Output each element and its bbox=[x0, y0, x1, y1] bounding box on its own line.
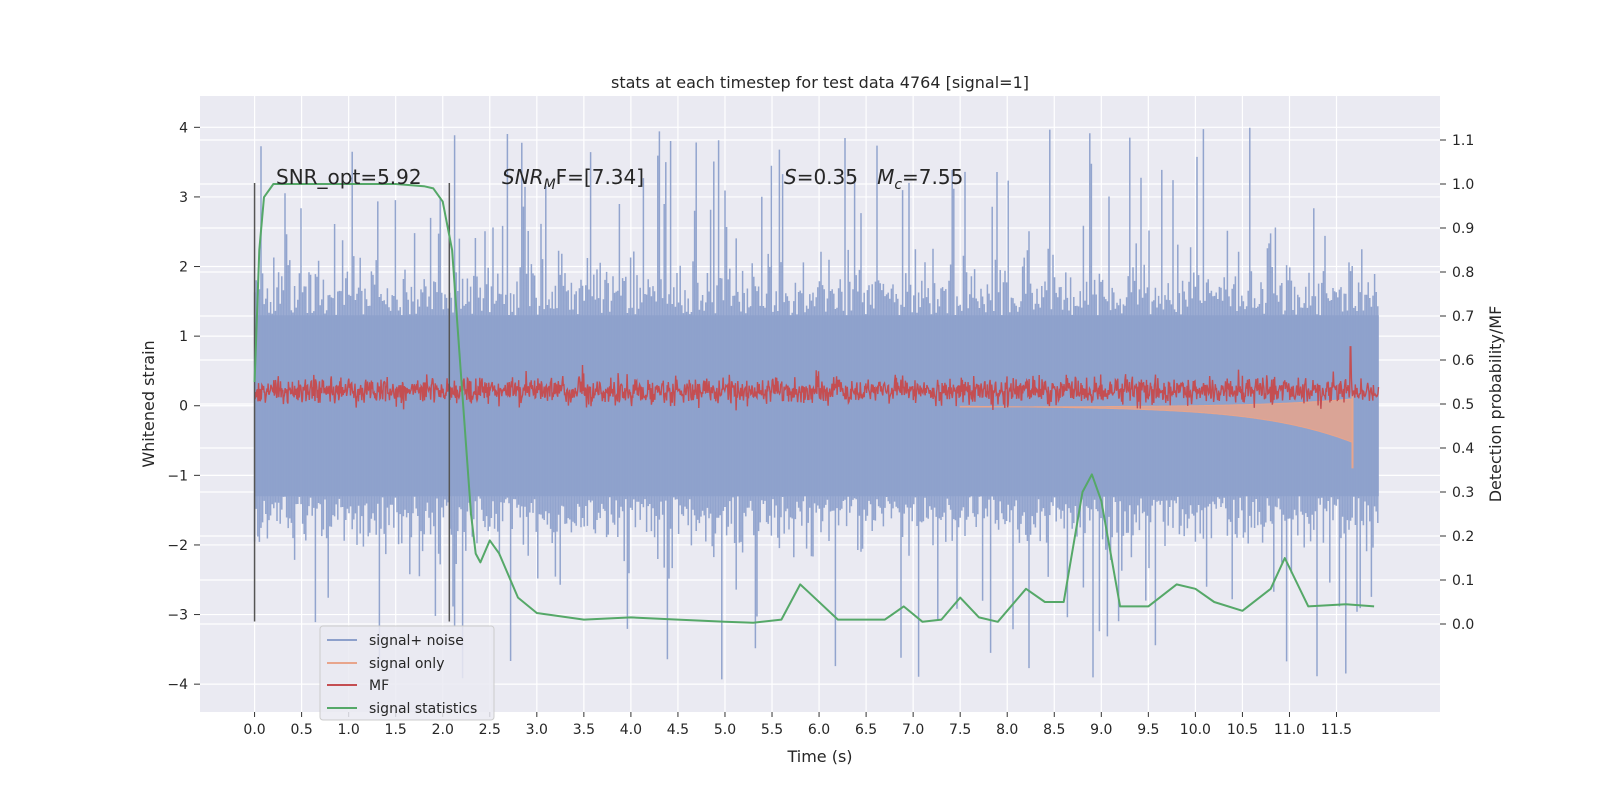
x-tick-label: 9.5 bbox=[1137, 722, 1159, 738]
left-y-tick-label: 1 bbox=[179, 329, 188, 345]
right-y-tick-label: 1.1 bbox=[1452, 133, 1474, 149]
mc-symbol: M bbox=[877, 165, 894, 189]
x-tick-label: 10.5 bbox=[1227, 722, 1258, 738]
x-tick-label: 4.0 bbox=[620, 722, 642, 738]
right-y-tick-label: 0.9 bbox=[1452, 221, 1474, 237]
right-y-tick-label: 0.3 bbox=[1452, 485, 1474, 501]
snr-mf-symbol: SNR bbox=[502, 165, 544, 189]
left-y-axis-label: Whitened strain bbox=[139, 340, 158, 467]
right-y-tick-label: 0.6 bbox=[1452, 353, 1474, 369]
x-tick-label: 6.0 bbox=[808, 722, 830, 738]
left-y-tick-label: 0 bbox=[179, 399, 188, 415]
signal-statistics-line bbox=[253, 183, 1375, 624]
x-tick-label: 4.5 bbox=[667, 722, 689, 738]
left-y-tick-label: −1 bbox=[167, 468, 188, 484]
x-tick-label: 0.5 bbox=[290, 722, 312, 738]
legend-label-signal-only: signal only bbox=[369, 656, 444, 672]
right-y-tick-label: 0.7 bbox=[1452, 309, 1474, 325]
x-tick-label: 5.0 bbox=[714, 722, 736, 738]
legend-label-signal-noise: signal+ noise bbox=[369, 633, 464, 649]
right-y-tick-label: 1.0 bbox=[1452, 177, 1474, 193]
x-tick-label: 8.0 bbox=[996, 722, 1018, 738]
left-y-tick-label: −3 bbox=[167, 608, 188, 624]
s-symbol: S bbox=[784, 165, 797, 189]
x-tick-label: 7.5 bbox=[949, 722, 971, 738]
x-tick-label: 7.0 bbox=[902, 722, 924, 738]
right-y-axis-label: Detection probability/MF bbox=[1486, 306, 1505, 503]
x-tick-label: 5.5 bbox=[761, 722, 783, 738]
legend-label-signal-statistics: signal statistics bbox=[369, 701, 477, 717]
x-tick-label: 11.0 bbox=[1274, 722, 1305, 738]
left-y-tick-label: −4 bbox=[167, 677, 188, 693]
x-tick-label: 8.5 bbox=[1043, 722, 1065, 738]
x-axis-ticks: 0.0 0.5 1.0 1.5 2.0 2.5 3.0 3.5 4.0 4.5 5.0 5.5 6.0 6… bbox=[243, 712, 1352, 738]
plot-area bbox=[253, 127, 1380, 680]
snr-mf-value: F=[7.34] bbox=[556, 165, 644, 189]
s-mc-annotation: S=0.35 Mc=7.55 bbox=[784, 165, 963, 193]
left-axis-ticks: −4 −3 −2 −1 0 1 2 3 4 bbox=[167, 120, 200, 693]
right-y-tick-label: 0.2 bbox=[1452, 529, 1474, 545]
left-y-tick-label: −2 bbox=[167, 538, 188, 554]
x-tick-label: 6.5 bbox=[855, 722, 877, 738]
right-y-tick-label: 0.8 bbox=[1452, 265, 1474, 281]
left-y-tick-label: 2 bbox=[179, 260, 188, 276]
x-tick-label: 2.0 bbox=[432, 722, 454, 738]
x-tick-label: 3.5 bbox=[573, 722, 595, 738]
x-tick-label: 10.0 bbox=[1180, 722, 1211, 738]
x-tick-label: 3.0 bbox=[526, 722, 548, 738]
right-y-tick-label: 0.4 bbox=[1452, 441, 1474, 457]
x-axis-label: Time (s) bbox=[786, 747, 852, 766]
x-tick-label: 2.5 bbox=[479, 722, 501, 738]
right-y-tick-label: 0.1 bbox=[1452, 573, 1474, 589]
right-y-tick-label: 0.0 bbox=[1452, 617, 1474, 633]
x-tick-label: 11.5 bbox=[1321, 722, 1352, 738]
chart-title: stats at each timestep for test data 476… bbox=[611, 73, 1029, 92]
right-y-tick-label: 0.5 bbox=[1452, 397, 1474, 413]
left-y-tick-label: 3 bbox=[179, 190, 188, 206]
legend: signal+ noise signal only MF signal stat… bbox=[319, 625, 495, 721]
s-value: =0.35 bbox=[797, 165, 877, 189]
mf-line bbox=[253, 346, 1380, 411]
legend-label-mf: MF bbox=[369, 678, 389, 694]
x-tick-label: 1.0 bbox=[338, 722, 360, 738]
snr-opt-annotation: SNR_opt=5.92 bbox=[276, 165, 422, 189]
legend-box bbox=[319, 625, 495, 721]
x-tick-label: 1.5 bbox=[385, 722, 407, 738]
snr-mf-subscript: M bbox=[544, 177, 556, 193]
mc-subscript: c bbox=[894, 177, 902, 193]
x-tick-label: 0.0 bbox=[243, 722, 265, 738]
snr-mf-annotation: SNRMF=[7.34] bbox=[502, 165, 644, 193]
x-tick-label: 9.0 bbox=[1090, 722, 1112, 738]
mc-value: =7.55 bbox=[902, 165, 963, 189]
left-y-tick-label: 4 bbox=[179, 120, 188, 136]
right-axis-ticks: 0.0 0.1 0.2 0.3 0.4 0.5 0.6 0.7 0.8 0.9 1.0 1.1 bbox=[1440, 133, 1474, 633]
